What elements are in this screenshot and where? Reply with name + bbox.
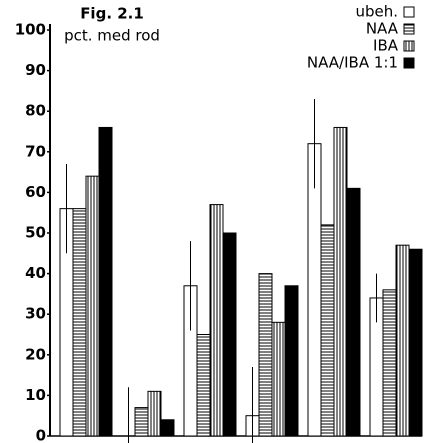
chart-subtitle: pct. med rod [64, 27, 160, 45]
legend-label: NAA/IBA 1:1 [307, 54, 398, 72]
legend-swatch [403, 6, 415, 18]
bar [160, 419, 175, 437]
y-tick-label: 30 [25, 305, 46, 323]
y-tick-label: 100 [15, 21, 46, 39]
bar [85, 175, 100, 437]
bar [258, 273, 273, 437]
bar [346, 187, 361, 437]
legend-label: NAA [366, 20, 399, 38]
y-tick-label: 50 [25, 224, 46, 242]
y-tick-label: 90 [25, 61, 46, 79]
bar [147, 390, 162, 437]
legend-label: IBA [373, 37, 399, 55]
bar [209, 204, 224, 437]
bar [72, 208, 87, 437]
chart-title: Fig. 2.1 [80, 5, 144, 23]
bar [382, 289, 397, 437]
y-tick-label: 40 [25, 264, 46, 282]
bar [222, 232, 237, 437]
bar [408, 248, 423, 437]
y-tick-label: 20 [25, 345, 46, 363]
legend-swatch [403, 57, 415, 69]
bar [98, 126, 113, 437]
bar [284, 285, 299, 437]
legend-swatch [403, 40, 415, 52]
y-tick-label: 0 [36, 427, 46, 443]
y-tick-label: 70 [25, 142, 46, 160]
bar [271, 321, 286, 437]
legend-swatch [403, 23, 415, 35]
bar [196, 334, 211, 437]
y-tick-label: 60 [25, 183, 46, 201]
y-tick-label: 10 [25, 386, 46, 404]
bar [134, 407, 149, 437]
bar [320, 224, 335, 437]
bar [333, 126, 348, 437]
y-tick-label: 80 [25, 102, 46, 120]
bar [395, 244, 410, 437]
legend-label: ubeh. [355, 3, 398, 21]
